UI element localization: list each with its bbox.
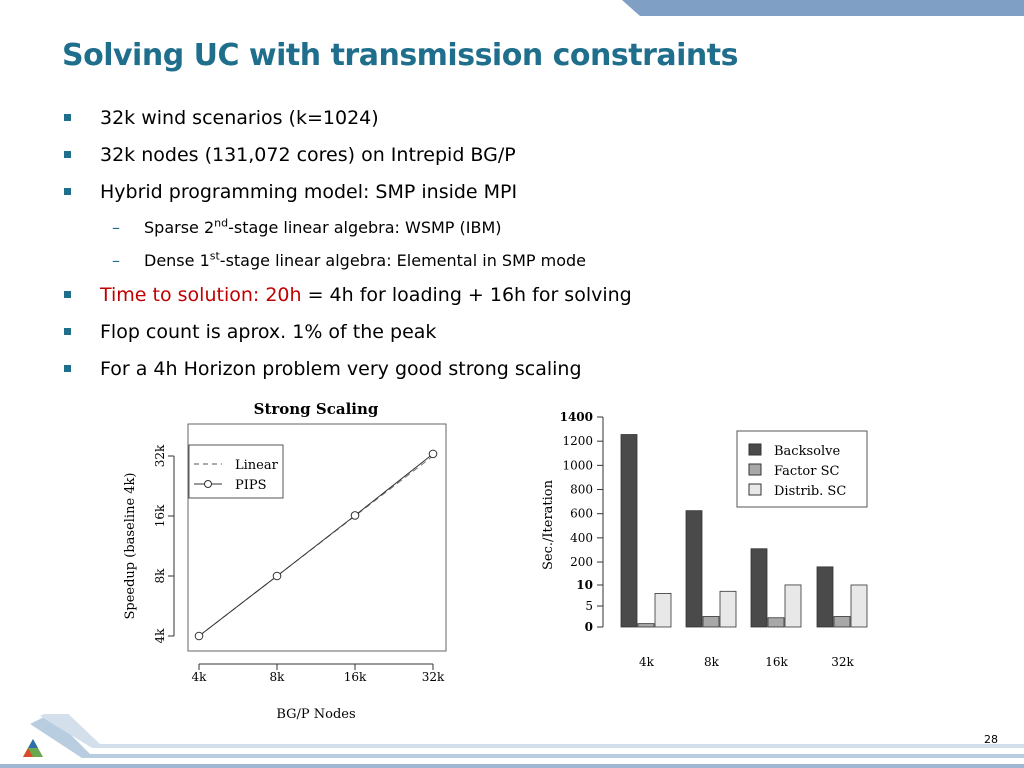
bar-backsolve bbox=[620, 434, 638, 628]
y-axis-label: Speedup (baseline 4k) bbox=[123, 472, 138, 619]
y-tick-label: 200 bbox=[570, 555, 593, 569]
bullet-item: Flop count is aprox. 1% of the peak bbox=[62, 314, 782, 351]
bar-factor-sc bbox=[637, 623, 655, 628]
legend-swatch-backsolve bbox=[748, 443, 762, 456]
y-tick-label: 16k bbox=[153, 504, 167, 527]
plot-frame bbox=[187, 423, 447, 652]
square-bullet-icon bbox=[64, 291, 71, 298]
sub-bullet-item: – Dense 1st-stage linear algebra: Element… bbox=[62, 244, 782, 277]
y-tick-label: 5 bbox=[585, 599, 593, 613]
y-tick-label: 10 bbox=[576, 578, 593, 592]
x-tick-label: 4k bbox=[639, 655, 655, 669]
square-bullet-icon bbox=[64, 328, 71, 335]
legend: Backsolve Factor SC Distrib. SC bbox=[736, 430, 868, 508]
footer-decoration bbox=[0, 714, 1024, 768]
legend: Linear PIPS bbox=[188, 444, 284, 499]
x-axis-label: BG/P Nodes bbox=[276, 707, 355, 722]
y-tick-label: 32k bbox=[153, 444, 167, 467]
series-line-pips bbox=[198, 453, 434, 637]
bar-backsolve bbox=[750, 548, 768, 628]
x-tick-label: 8k bbox=[270, 670, 286, 684]
legend-label: PIPS bbox=[235, 478, 267, 493]
x-tick-label: 32k bbox=[831, 655, 854, 669]
bar-distrib-sc bbox=[850, 584, 868, 628]
bullet-item: Hybrid programming model: SMP inside MPI bbox=[62, 174, 782, 211]
bars bbox=[620, 434, 868, 628]
top-decoration-bar bbox=[640, 0, 1024, 16]
x-tick-label: 16k bbox=[344, 670, 367, 684]
chart-title: Strong Scaling bbox=[254, 400, 379, 418]
data-point bbox=[350, 511, 360, 520]
y-tick-label: 4k bbox=[153, 628, 167, 644]
bullet-item: 32k nodes (131,072 cores) on Intrepid BG… bbox=[62, 137, 782, 174]
legend-label: Factor SC bbox=[774, 464, 839, 479]
slide-number: 28 bbox=[984, 733, 998, 746]
legend-pips-marker bbox=[204, 480, 212, 488]
x-tick-label: 32k bbox=[422, 670, 445, 684]
square-bullet-icon bbox=[64, 188, 71, 195]
data-point bbox=[428, 449, 438, 459]
y-tick-label: 800 bbox=[570, 483, 593, 497]
y-axis: 0 5 10 200 400 600 800 1000 1200 1400 bbox=[560, 410, 604, 634]
legend-label: Linear bbox=[235, 458, 279, 473]
time-per-iteration-chart: Sec./Iteration 0 5 10 200 400 600 800 1000 1200 1… bbox=[541, 410, 868, 669]
y-tick-label: 1200 bbox=[562, 434, 593, 448]
bullet-list: 32k wind scenarios (k=1024) 32k nodes (1… bbox=[62, 100, 782, 388]
y-tick-label: 1400 bbox=[560, 410, 593, 424]
bar-distrib-sc bbox=[784, 584, 802, 628]
bullet-item: For a 4h Horizon problem very good stron… bbox=[62, 351, 782, 388]
dash-bullet: – bbox=[112, 218, 120, 237]
legend-swatch-distrib bbox=[748, 483, 762, 496]
data-point bbox=[272, 571, 282, 581]
y-tick-label: 600 bbox=[570, 507, 593, 521]
data-point bbox=[194, 631, 204, 641]
x-tick-label: 8k bbox=[704, 655, 720, 669]
bullet-item: Time to solution: 20h = 4h for loading +… bbox=[62, 277, 782, 314]
bar-backsolve bbox=[685, 510, 703, 628]
bullet-item: 32k wind scenarios (k=1024) bbox=[62, 100, 782, 137]
top-decoration-notch bbox=[622, 0, 640, 16]
legend-label: Backsolve bbox=[774, 444, 840, 459]
bar-distrib-sc bbox=[719, 590, 737, 628]
bar-factor-sc bbox=[833, 616, 851, 628]
y-tick-label: 0 bbox=[585, 620, 593, 634]
axes: 4k 8k 16k 32k 4k 8k 16k 32k bbox=[153, 444, 445, 684]
strong-scaling-chart: Strong Scaling Speedup (baseline 4k) BG/… bbox=[123, 400, 447, 722]
x-tick-label: 16k bbox=[765, 655, 788, 669]
bar-backsolve bbox=[816, 566, 834, 628]
legend-swatch-factor bbox=[748, 463, 762, 476]
y-tick-label: 8k bbox=[153, 568, 167, 584]
bar-factor-sc bbox=[702, 616, 720, 628]
legend-box bbox=[188, 444, 284, 499]
bar-distrib-sc bbox=[654, 592, 672, 628]
bar-factor-sc bbox=[767, 617, 785, 628]
square-bullet-icon bbox=[64, 151, 71, 158]
x-ticks: 4k 8k 16k 32k bbox=[639, 655, 854, 669]
square-bullet-icon bbox=[64, 365, 71, 372]
y-tick-label: 400 bbox=[570, 531, 593, 545]
dash-bullet: – bbox=[112, 251, 120, 270]
argonne-logo-icon bbox=[23, 739, 43, 757]
sub-bullet-item: – Sparse 2nd-stage linear algebra: WSMP (… bbox=[62, 211, 782, 244]
slide-title: Solving UC with transmission constraints bbox=[62, 38, 738, 73]
series-lines bbox=[194, 449, 438, 641]
y-axis-label: Sec./Iteration bbox=[541, 479, 556, 570]
legend-label: Distrib. SC bbox=[774, 484, 846, 499]
x-tick-label: 4k bbox=[192, 670, 208, 684]
y-tick-label: 1000 bbox=[562, 458, 593, 472]
square-bullet-icon bbox=[64, 114, 71, 121]
